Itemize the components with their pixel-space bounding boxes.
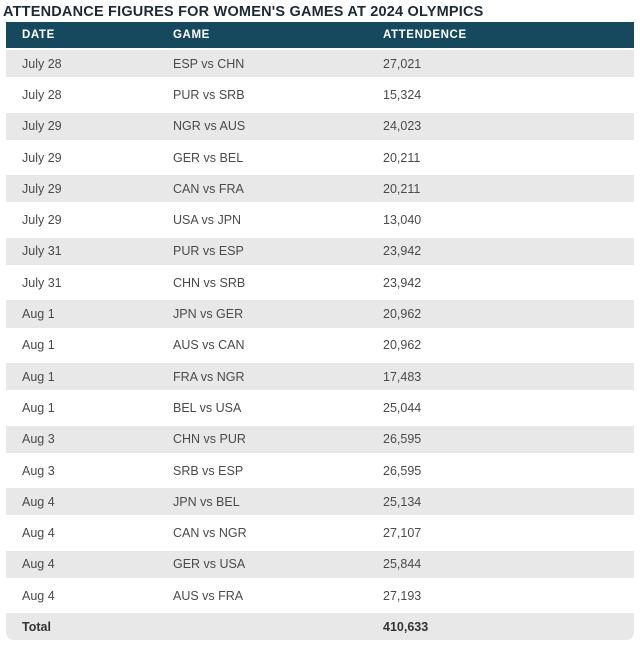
row-game: NGR vs AUS (173, 119, 246, 134)
column-header-attendance: ATTENDENCE (383, 29, 467, 41)
row-attendance: 20,211 (383, 181, 421, 196)
row-game: PUR vs SRB (173, 87, 245, 102)
table-header-row: DATE GAME ATTENDENCE (6, 22, 634, 48)
row-date: Aug 1 (22, 307, 55, 322)
table-row: July 29 NGR vs AUS 24,023 (6, 110, 634, 142)
table-row: Aug 1 AUS vs CAN 20,962 (6, 329, 634, 361)
page-title: ATTENDANCE FIGURES FOR WOMEN'S GAMES AT … (3, 4, 484, 20)
column-header-date: DATE (22, 29, 55, 41)
table-row: July 31 PUR vs ESP 23,942 (6, 235, 634, 268)
row-date: Aug 1 (22, 338, 55, 353)
row-date: Aug 1 (22, 400, 55, 415)
row-attendance: 15,324 (383, 87, 422, 102)
table-row: Aug 4 AUS vs FRA 27,193 (6, 580, 634, 612)
row-attendance: 25,134 (383, 494, 422, 509)
row-attendance: 27,021 (383, 56, 422, 71)
table-row: July 28 PUR vs SRB 15,324 (6, 79, 634, 111)
row-date: Aug 4 (22, 557, 55, 572)
row-date: Aug 1 (22, 369, 55, 384)
table-row: Aug 1 FRA vs NGR 17,483 (6, 360, 634, 393)
table-row: Aug 3 SRB vs ESP 26,595 (6, 454, 634, 487)
row-date: July 28 (22, 56, 62, 71)
row-date: July 29 (22, 150, 62, 165)
row-game: AUS vs CAN (173, 338, 245, 353)
row-date: July 31 (22, 275, 62, 290)
table-row: Aug 4 JPN vs BEL 25,134 (6, 486, 634, 518)
row-game: SRB vs ESP (173, 463, 244, 478)
total-row: Total 410,633 (6, 611, 634, 641)
row-attendance: 17,483 (383, 369, 422, 384)
row-game: USA vs JPN (173, 213, 242, 228)
row-date: Aug 4 (22, 494, 55, 509)
table-row: July 29 CAN vs FRA 20,211 (6, 173, 634, 205)
table-body: July 28 ESP vs CHN 27,021 July 28 PUR vs… (6, 48, 634, 612)
total-value: 410,633 (383, 619, 429, 634)
row-date: July 29 (22, 119, 62, 134)
row-game: CHN vs PUR (173, 432, 246, 447)
row-game: FRA vs NGR (173, 369, 245, 384)
row-game: PUR vs ESP (173, 244, 244, 259)
table-row: Aug 1 JPN vs GER 20,962 (6, 298, 634, 330)
row-attendance: 26,595 (383, 463, 422, 478)
row-game: JPN vs BEL (173, 494, 240, 509)
row-game: CHN vs SRB (173, 275, 246, 290)
row-date: July 28 (22, 87, 62, 102)
row-date: July 29 (22, 181, 62, 196)
row-game: CAN vs FRA (173, 181, 244, 196)
table-row: Aug 4 CAN vs NGR 27,107 (6, 517, 634, 549)
table-row: Aug 1 BEL vs USA 25,044 (6, 392, 634, 424)
row-attendance: 24,023 (383, 119, 422, 134)
row-attendance: 26,595 (383, 432, 422, 447)
table-row: July 29 USA vs JPN 13,040 (6, 204, 634, 236)
row-attendance: 27,107 (383, 526, 422, 541)
table-row: July 29 GER vs BEL 20,211 (6, 141, 634, 174)
row-game: GER vs BEL (173, 150, 244, 165)
row-date: Aug 3 (22, 463, 55, 478)
row-attendance: 20,211 (383, 150, 421, 165)
row-date: July 31 (22, 244, 62, 259)
row-game: JPN vs GER (173, 307, 244, 322)
row-date: July 29 (22, 213, 62, 228)
row-game: ESP vs CHN (173, 56, 245, 71)
row-attendance: 23,942 (383, 244, 422, 259)
table-row: July 31 CHN vs SRB 23,942 (6, 267, 634, 299)
row-game: AUS vs FRA (173, 588, 244, 603)
attendance-table: DATE GAME ATTENDENCE July 28 ESP vs CHN … (6, 22, 634, 641)
row-attendance: 13,040 (383, 213, 422, 228)
row-game: BEL vs USA (173, 400, 242, 415)
row-date: Aug 4 (22, 588, 55, 603)
row-attendance: 20,962 (383, 307, 422, 322)
row-attendance: 23,942 (383, 275, 422, 290)
table-row: July 28 ESP vs CHN 27,021 (6, 48, 634, 80)
total-label: Total (22, 619, 51, 634)
table-row: Aug 3 CHN vs PUR 26,595 (6, 423, 634, 455)
row-game: GER vs USA (173, 557, 246, 572)
row-game: CAN vs NGR (173, 526, 247, 541)
table-row: Aug 4 GER vs USA 25,844 (6, 548, 634, 581)
row-attendance: 25,844 (383, 557, 422, 572)
row-attendance: 20,962 (383, 338, 422, 353)
row-date: Aug 4 (22, 526, 55, 541)
row-date: Aug 3 (22, 432, 55, 447)
column-header-game: GAME (173, 29, 210, 41)
row-attendance: 25,044 (383, 400, 422, 415)
row-attendance: 27,193 (383, 588, 422, 603)
